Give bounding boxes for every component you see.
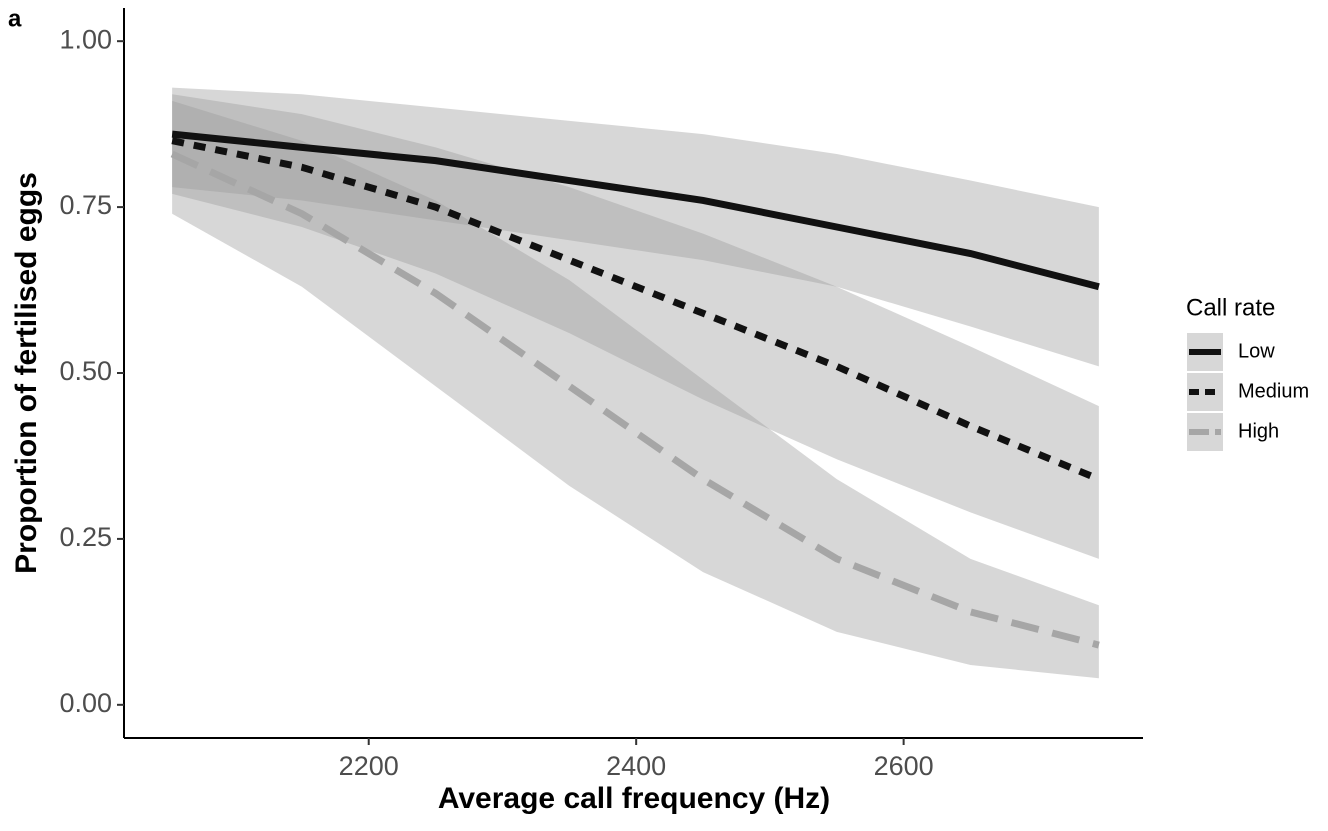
confidence-band <box>172 94 1099 559</box>
y-tick-label: 0.50 <box>59 356 112 386</box>
y-tick-label: 0.75 <box>59 190 112 220</box>
y-axis-label: Proportion of fertilised eggs <box>10 172 43 574</box>
y-tick-label: 0.00 <box>59 688 112 718</box>
y-tick-label: 1.00 <box>59 24 112 54</box>
y-tick-label: 0.25 <box>59 522 112 552</box>
confidence-band <box>172 100 1099 679</box>
line <box>171 137 1101 483</box>
legend-label: Medium <box>1238 380 1309 402</box>
legend-label: High <box>1238 420 1279 442</box>
legend-label: Low <box>1238 340 1275 362</box>
x-axis-label: Average call frequency (Hz) <box>438 782 830 815</box>
line <box>170 150 1100 649</box>
x-tick-label: 2200 <box>339 751 399 781</box>
line <box>171 130 1100 291</box>
legend-title: Call rate <box>1186 294 1275 321</box>
x-tick-label: 2400 <box>606 751 666 781</box>
x-tick-label: 2600 <box>874 751 934 781</box>
panel-label: a <box>8 5 22 32</box>
